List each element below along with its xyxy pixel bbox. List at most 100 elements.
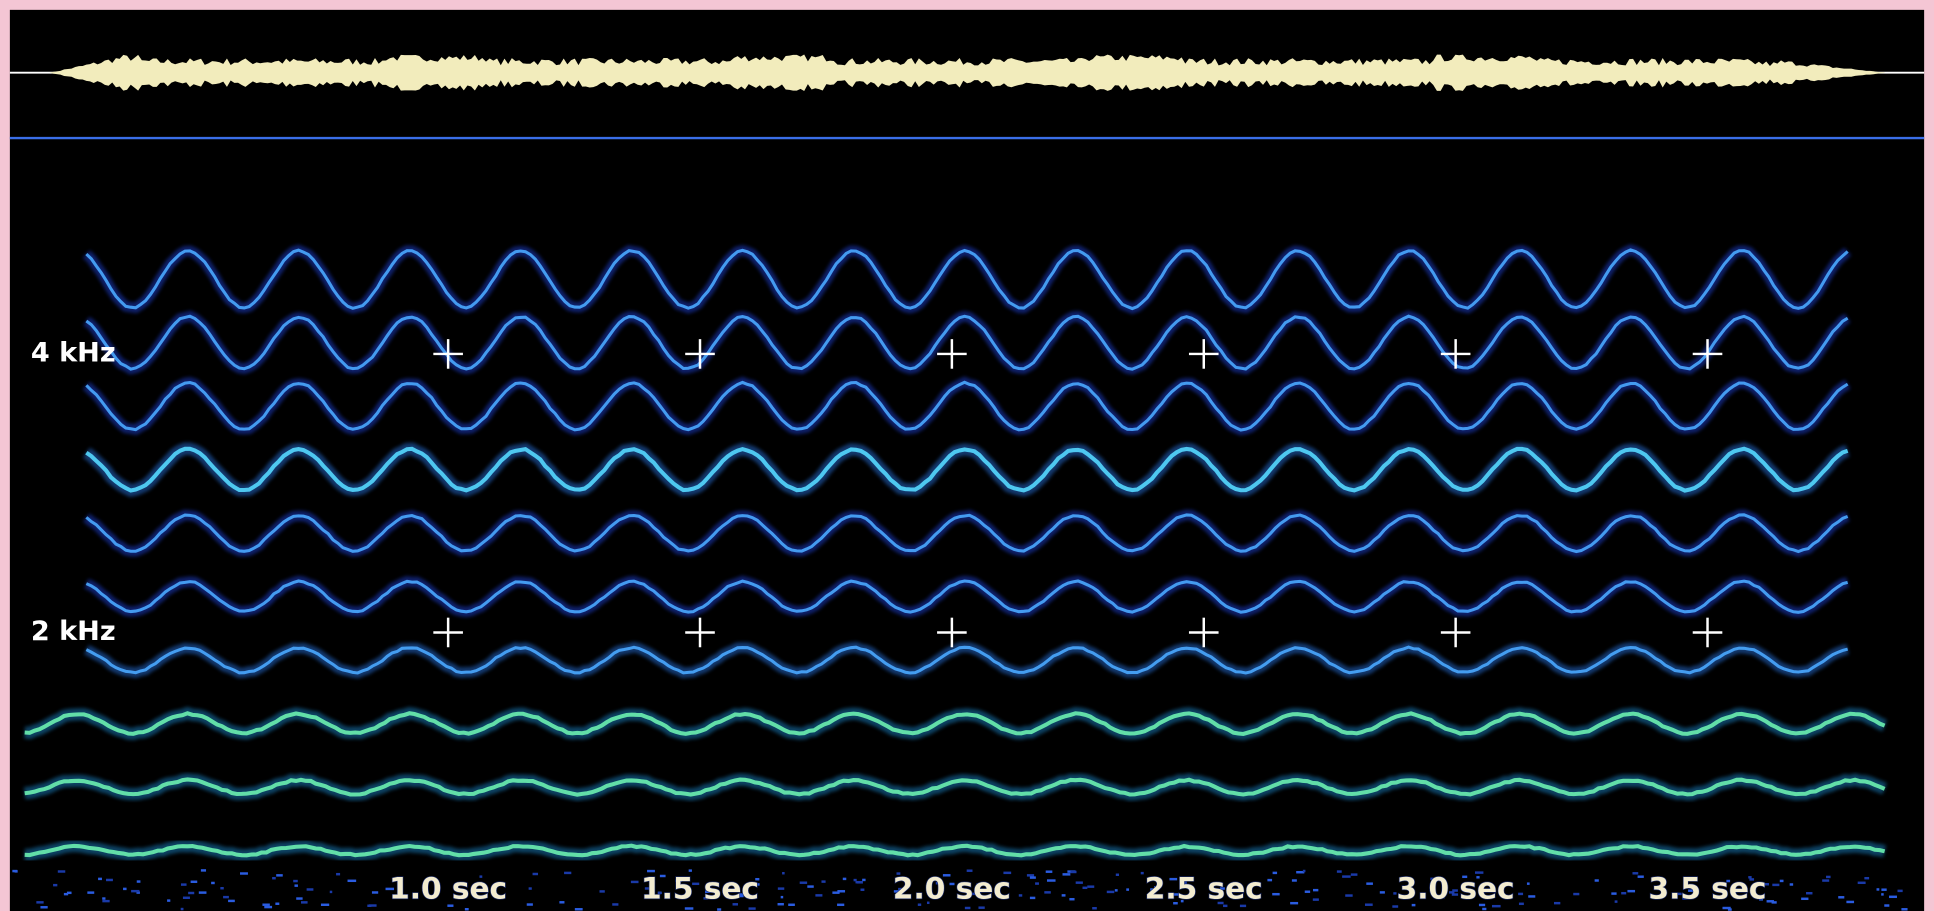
noise <box>1627 890 1635 892</box>
noise <box>58 870 65 872</box>
noise <box>40 906 47 908</box>
noise <box>123 888 127 890</box>
noise <box>15 870 18 872</box>
x-tick-label: 1.5 sec <box>641 872 759 906</box>
noise <box>857 881 863 883</box>
noise <box>301 901 308 903</box>
noise <box>191 881 198 883</box>
noise <box>330 891 332 893</box>
noise <box>211 882 215 884</box>
noise <box>307 888 314 890</box>
noise <box>1035 882 1039 884</box>
noise <box>220 887 223 889</box>
noise <box>1272 893 1279 895</box>
noise <box>1573 893 1579 895</box>
noise <box>1822 879 1829 881</box>
noise <box>1527 882 1530 884</box>
noise <box>837 890 845 892</box>
noise <box>137 880 141 882</box>
noise <box>1365 903 1373 905</box>
noise <box>1062 894 1066 896</box>
noise <box>1901 908 1907 910</box>
noise <box>1141 872 1144 874</box>
noise <box>1342 875 1351 877</box>
noise <box>631 881 639 883</box>
noise <box>1615 900 1618 902</box>
noise <box>1838 896 1844 898</box>
noise <box>36 901 43 903</box>
noise <box>965 907 971 909</box>
noise <box>1772 884 1779 886</box>
x-tick-label: 2.5 sec <box>1145 872 1263 906</box>
noise <box>276 874 283 876</box>
noise <box>199 891 207 893</box>
noise <box>1292 879 1297 881</box>
noise <box>533 873 538 875</box>
noise <box>1881 888 1886 890</box>
noise <box>64 893 68 895</box>
noise <box>1126 888 1129 890</box>
noise <box>800 881 807 883</box>
noise <box>564 872 571 874</box>
noise <box>1528 895 1535 897</box>
noise <box>1082 887 1087 889</box>
noise <box>53 884 57 886</box>
x-tick-label: 3.0 sec <box>1397 872 1515 906</box>
noise <box>1273 872 1277 874</box>
noise <box>264 906 272 908</box>
noise <box>778 903 784 905</box>
noise <box>1780 880 1784 882</box>
noise <box>1069 898 1074 900</box>
noise <box>529 887 532 889</box>
noise <box>1107 891 1115 893</box>
noise <box>1826 876 1831 878</box>
noise <box>1115 889 1118 891</box>
noise <box>527 903 533 905</box>
noise <box>843 878 846 880</box>
noise <box>815 894 822 896</box>
noise <box>240 872 248 874</box>
noise <box>1767 900 1774 902</box>
noise <box>1519 903 1524 905</box>
noise <box>1063 873 1071 875</box>
noise <box>131 890 139 892</box>
noise <box>807 885 813 887</box>
noise <box>1116 874 1119 876</box>
noise <box>1722 907 1730 909</box>
noise <box>1554 902 1560 904</box>
page: {"chart_data": {"type": "spectrogram", "… <box>0 0 1934 911</box>
noise <box>1313 898 1319 900</box>
noise <box>1345 894 1352 896</box>
noise <box>262 903 269 905</box>
noise <box>98 878 102 880</box>
noise <box>1884 904 1889 906</box>
noise <box>296 897 302 899</box>
noise <box>854 879 857 881</box>
x-tick-label: 2.0 sec <box>893 872 1011 906</box>
noise <box>1621 892 1626 894</box>
noise <box>1482 908 1486 910</box>
noise <box>1070 871 1076 873</box>
noise <box>1290 902 1298 904</box>
noise <box>369 904 377 906</box>
noise <box>599 890 604 892</box>
noise <box>1392 905 1398 907</box>
noise <box>1044 891 1050 893</box>
noise <box>1801 898 1808 900</box>
x-tick-label: 1.0 sec <box>389 872 507 906</box>
noise <box>1611 892 1616 894</box>
noise <box>612 903 618 905</box>
y-tick-label: 2 kHz <box>31 616 116 647</box>
noise <box>1790 883 1793 885</box>
noise <box>778 887 784 889</box>
noise <box>788 904 795 906</box>
noise <box>1638 875 1644 877</box>
noise <box>1267 879 1272 881</box>
noise <box>181 908 184 910</box>
noise <box>749 907 756 909</box>
noise <box>1366 882 1373 884</box>
noise <box>821 880 825 882</box>
noise <box>275 903 279 905</box>
noise <box>228 900 235 902</box>
noise <box>862 879 865 881</box>
